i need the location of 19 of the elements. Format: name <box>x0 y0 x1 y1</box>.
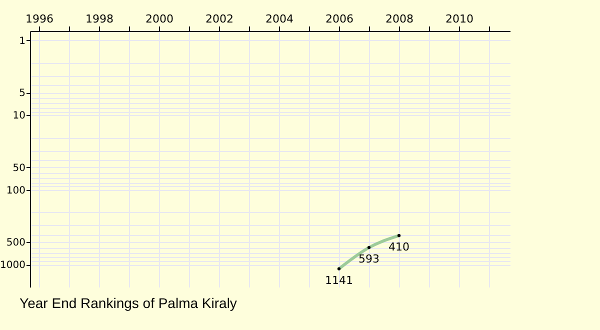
y-tick-label: 10 <box>12 110 26 122</box>
data-label: 410 <box>388 240 410 254</box>
x-tick-label: 2006 <box>326 12 354 26</box>
y-tick-label: 500 <box>6 238 26 249</box>
y-tick-label: 5 <box>19 88 26 100</box>
data-label: 1141 <box>325 274 353 287</box>
y-tick-label: 1 <box>19 36 26 47</box>
x-tick-label: 1996 <box>26 12 54 26</box>
x-tick-label: 2000 <box>146 12 174 26</box>
y-tick-label: 50 <box>12 162 26 174</box>
x-tick-label: 2010 <box>446 12 474 26</box>
data-label: 593 <box>358 252 380 266</box>
x-tick-label: 1998 <box>86 12 114 26</box>
y-tick-label: 1000 <box>0 260 26 272</box>
text: Year End Rankings of Palma Kiraly <box>20 295 237 311</box>
x-tick-label: 2008 <box>386 12 414 26</box>
x-tick-label: 2002 <box>206 12 234 26</box>
y-tick-label: 100 <box>6 185 26 196</box>
x-tick-label: 2004 <box>266 12 294 26</box>
